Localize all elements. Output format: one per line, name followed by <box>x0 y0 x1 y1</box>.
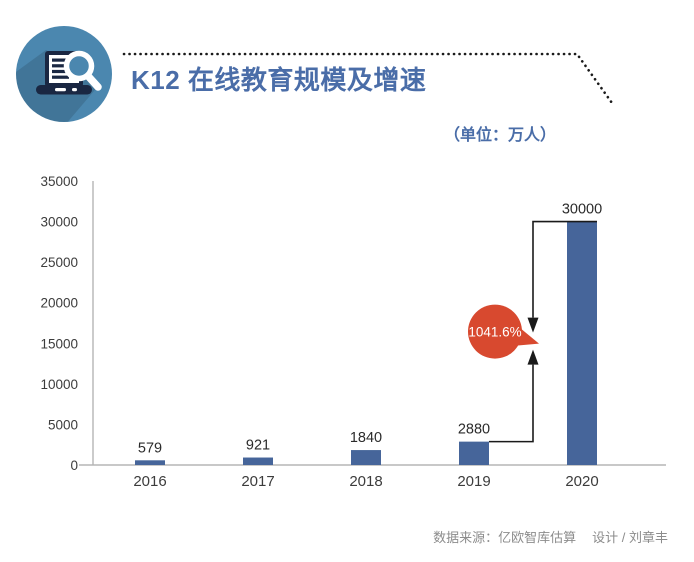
footer: 数据来源：亿欧智库估算 设计 / 刘章丰 <box>433 527 668 546</box>
x-axis-label: 2018 <box>349 473 382 490</box>
laptop-search-icon <box>16 26 112 122</box>
y-tick-label: 15000 <box>40 336 78 351</box>
up-arrowhead-icon <box>527 349 539 365</box>
y-tick-label: 0 <box>70 458 78 473</box>
y-tick-label: 30000 <box>40 215 78 230</box>
bar-value-label: 921 <box>246 438 270 454</box>
bar-2020 <box>567 221 597 465</box>
magnifier-glyph <box>63 50 102 91</box>
bar-value-label: 579 <box>138 440 162 456</box>
designer-credit: 设计 / 刘章丰 <box>592 530 668 545</box>
down-arrowhead-icon <box>527 317 539 333</box>
y-tick-label: 10000 <box>40 377 78 392</box>
growth-balloon <box>468 304 522 359</box>
y-tick-label: 20000 <box>40 296 78 311</box>
y-tick-label: 25000 <box>40 255 78 270</box>
x-axis-label: 2019 <box>457 473 490 490</box>
y-tick-label: 5000 <box>48 417 78 432</box>
bar-value-label: 2880 <box>458 422 490 438</box>
data-source: 数据来源：亿欧智库估算 <box>433 530 577 545</box>
bar-value-label: 30000 <box>562 202 602 218</box>
bar-value-label: 1840 <box>350 430 382 446</box>
y-tick-label: 35000 <box>40 174 78 189</box>
growth-arrow-lower-path <box>489 364 534 443</box>
bar-2018 <box>351 450 381 465</box>
x-axis-label: 2016 <box>133 473 166 490</box>
x-axis-label: 2020 <box>565 473 598 490</box>
growth-arrow-upper-path <box>532 220 597 318</box>
chart-title: K12 在线教育规模及增速 <box>131 65 427 95</box>
unit-label: （单位：万人） <box>443 127 556 144</box>
bar-2019 <box>459 441 489 465</box>
growth-rate-label: 1041.6% <box>468 325 521 340</box>
bar-2017 <box>243 457 273 465</box>
x-axis-label: 2017 <box>241 473 274 490</box>
bar-2016 <box>135 460 165 465</box>
